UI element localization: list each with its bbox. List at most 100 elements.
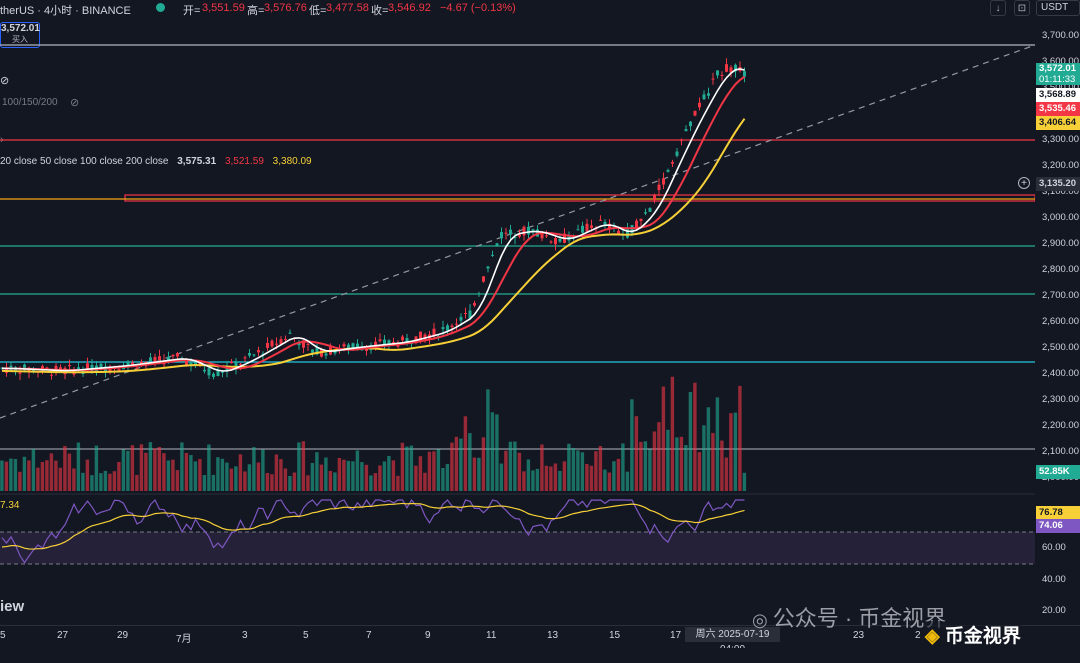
volume-bar xyxy=(49,453,54,491)
candle-body xyxy=(486,266,490,269)
currency-select[interactable]: USDT xyxy=(1036,0,1080,16)
volume-bar xyxy=(643,441,648,491)
candle-body xyxy=(378,339,382,342)
volume-bar xyxy=(310,463,315,491)
volume-bar xyxy=(166,460,171,491)
volume-bar xyxy=(324,457,328,491)
volume-bar xyxy=(99,473,103,491)
volume-bar xyxy=(301,441,306,491)
candle-body xyxy=(504,232,508,234)
candle-body xyxy=(234,361,238,369)
volume-bar xyxy=(445,464,450,491)
ma-legend: 20 close 50 close 100 close 200 close 3,… xyxy=(0,156,312,167)
candle-body xyxy=(212,373,215,377)
price-tick: 2,100.00 xyxy=(1042,446,1079,457)
trend-line xyxy=(0,44,1035,419)
hide-eye-icon[interactable]: ⊘ xyxy=(70,97,80,109)
close-label: 收= xyxy=(371,5,389,17)
candle-body xyxy=(288,332,292,334)
add-alert-icon[interactable]: + xyxy=(1018,177,1030,189)
volume-bar xyxy=(360,462,364,491)
chart-header: therUS · 4小时 · BINANCE 开= 3,551.59 高= 3,… xyxy=(0,0,1080,18)
volume-bar xyxy=(297,442,301,491)
volume-bar xyxy=(558,470,562,491)
eye-icon[interactable]: ⊘ xyxy=(0,75,10,87)
candle-body xyxy=(743,71,746,77)
candle-body xyxy=(311,349,314,353)
candle-body xyxy=(464,313,467,315)
volume-bar xyxy=(108,473,112,491)
volume-tag: 52.85K xyxy=(1036,465,1080,479)
volume-bar xyxy=(675,437,679,491)
candle-body xyxy=(86,363,89,369)
candle-body xyxy=(149,357,152,362)
volume-bar xyxy=(733,412,738,491)
candle-body xyxy=(230,361,233,364)
price-tick: 2,800.00 xyxy=(1042,264,1079,275)
volume-bar xyxy=(189,455,193,491)
volume-bar xyxy=(22,456,27,491)
candle-body xyxy=(441,327,445,330)
volume-bar xyxy=(346,460,351,491)
volume-bar xyxy=(409,445,414,491)
price-chart[interactable] xyxy=(0,0,1035,625)
symbol-title[interactable]: therUS · 4小时 · BINANCE xyxy=(0,5,131,17)
bottom-toolbar[interactable] xyxy=(0,648,1080,662)
badge-text: 币金视界 xyxy=(944,626,1021,647)
volume-bar xyxy=(369,475,373,491)
volume-bar xyxy=(355,450,360,491)
candle-body xyxy=(18,372,22,374)
candle-body xyxy=(644,212,647,214)
candle-body xyxy=(68,365,71,367)
candle-body xyxy=(221,371,224,373)
volume-bar xyxy=(607,472,612,491)
volume-bar xyxy=(171,459,175,491)
volume-bar xyxy=(535,468,540,491)
volume-bar xyxy=(522,471,526,491)
candle-body xyxy=(653,194,656,201)
volume-bar xyxy=(265,472,270,491)
volume-bar xyxy=(634,416,639,491)
volume-bar xyxy=(576,450,580,491)
volume-bar xyxy=(328,470,333,491)
candle-body xyxy=(126,362,130,366)
candle-body xyxy=(50,374,53,376)
volume-bar xyxy=(652,431,657,491)
price-tick: 3,100.00 xyxy=(1042,186,1079,197)
time-tick: 5 xyxy=(0,630,6,641)
lock-icon[interactable]: ⊡ xyxy=(1014,0,1030,16)
ma-settings[interactable]: 100/150/200 xyxy=(2,97,58,108)
candle-body xyxy=(194,361,197,366)
volume-bar xyxy=(405,446,409,491)
candle-body xyxy=(117,369,121,371)
candle-body xyxy=(603,221,607,225)
candle-body xyxy=(144,361,148,364)
candle-body xyxy=(707,93,710,96)
volume-bar xyxy=(157,446,162,491)
candle-body xyxy=(315,347,319,355)
high-label: 高= xyxy=(247,5,265,17)
candle-body xyxy=(684,129,688,132)
buy-box[interactable]: 3,572.01 买入 xyxy=(0,22,40,48)
candle-body xyxy=(711,78,715,80)
volume-bar xyxy=(225,462,229,491)
time-tick: 7 xyxy=(366,630,372,641)
volume-bar xyxy=(342,459,346,491)
time-tick: 27 xyxy=(57,630,69,641)
volume-bar xyxy=(378,465,382,491)
volume-bar xyxy=(562,461,567,491)
candle-body xyxy=(657,184,661,191)
candle-body xyxy=(279,339,283,345)
candle-body xyxy=(203,369,206,372)
volume-bar xyxy=(441,467,445,491)
volume-bar xyxy=(688,391,693,491)
watermark-text: 公众号 · 币金视界 xyxy=(772,606,947,631)
candle-body xyxy=(302,340,305,348)
candle-body xyxy=(45,367,49,369)
volume-bar xyxy=(238,454,243,491)
ma-value-1: 3,575.31 xyxy=(177,156,217,167)
volume-bar xyxy=(567,443,571,491)
arrow-down-icon[interactable]: ↓ xyxy=(990,0,1006,16)
candle-body xyxy=(581,225,584,233)
current-price-tag: 3,572.01 01:11:33 xyxy=(1036,63,1080,85)
